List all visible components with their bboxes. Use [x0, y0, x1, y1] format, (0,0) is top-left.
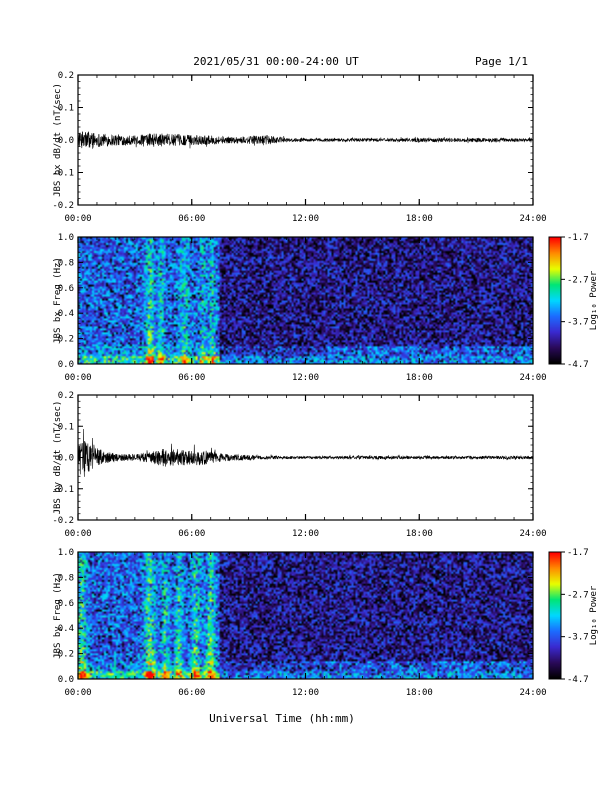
x-tick-label-3-3: 18:00 [406, 688, 433, 698]
x-tick-label-0-2: 12:00 [292, 214, 319, 224]
x-tick-label-2-3: 18:00 [406, 529, 433, 539]
colorbar-tick-label-3-0: -1.7 [567, 548, 589, 558]
colorbar-tick-label-3-2: -3.7 [567, 633, 589, 643]
x-tick-label-2-1: 06:00 [178, 529, 205, 539]
x-tick-label-3-0: 00:00 [64, 688, 91, 698]
y-tick-label-3-3: 0.4 [58, 624, 74, 634]
panel-3: 00:00 06:00 12:00 18:00 24:00 0.2 0.1 0.0 -0.1 -0… [52, 391, 546, 539]
x-tick-label-1-2: 12:00 [292, 373, 319, 383]
y-tick-label-1-1: 0.8 [58, 258, 74, 268]
panel-2: 00:00 06:00 12:00 18:00 24:00 1.0 0.8 0.6 0.4 0.2… [53, 233, 599, 383]
y-axis-label-3: JBS by Freq (Hz) [53, 572, 63, 659]
x-axis-label: Universal Time (hh:mm) [209, 712, 355, 725]
colorbar-tick-label-3-3: -4.7 [567, 675, 589, 685]
y-axis-label-2: JBS by dB/dt (nT/sec) [53, 401, 63, 515]
y-tick-label-0-2: 0.0 [58, 136, 74, 146]
colorbar-tick-label-1-3: -4.7 [567, 360, 589, 370]
x-tick-label-2-2: 12:00 [292, 529, 319, 539]
x-tick-label-0-1: 06:00 [178, 214, 205, 224]
y-tick-label-1-0: 1.0 [58, 233, 74, 243]
waveform-trace-2 [77, 428, 534, 477]
colorbar-3 [549, 552, 561, 679]
panels: 00:00 06:00 12:00 18:00 24:00 0.2 0.1 0.0 -0.1 -0… [52, 71, 599, 698]
colorbar-tick-label-1-2: -3.7 [567, 318, 589, 328]
colorbar-label-3: Log₁₀ Power [589, 585, 599, 645]
y-tick-label-1-4: 0.2 [58, 335, 74, 345]
y-tick-label-2-1: 0.1 [58, 422, 74, 432]
y-tick-label-0-1: 0.1 [58, 104, 74, 114]
x-tick-label-0-3: 18:00 [406, 214, 433, 224]
page-indicator: Page 1/1 [475, 55, 528, 68]
x-tick-label-3-2: 12:00 [292, 688, 319, 698]
y-tick-label-2-3: -0.1 [52, 485, 74, 495]
x-tick-label-1-4: 24:00 [519, 373, 546, 383]
y-tick-label-2-4: -0.2 [52, 516, 74, 526]
y-tick-label-0-0: 0.2 [58, 71, 74, 81]
x-tick-label-1-1: 06:00 [178, 373, 205, 383]
x-tick-label-2-4: 24:00 [519, 529, 546, 539]
figure-title: 2021/05/31 00:00-24:00 UT [193, 55, 359, 68]
y-tick-label-1-3: 0.4 [58, 309, 74, 319]
y-tick-label-3-5: 0.0 [58, 675, 74, 685]
waveform-trace-0 [77, 131, 534, 153]
colorbar-tick-label-1-1: -2.7 [567, 275, 589, 285]
y-tick-label-3-0: 1.0 [58, 548, 74, 558]
x-tick-label-1-0: 00:00 [64, 373, 91, 383]
y-tick-label-3-1: 0.8 [58, 573, 74, 583]
y-tick-label-1-2: 0.6 [58, 284, 74, 294]
colorbar-tick-label-1-0: -1.7 [567, 233, 589, 243]
panel-4: 00:00 06:00 12:00 18:00 24:00 1.0 0.8 0.6 0.4 0.2… [53, 548, 599, 698]
x-tick-label-0-4: 24:00 [519, 214, 546, 224]
y-tick-label-3-4: 0.2 [58, 650, 74, 660]
y-tick-label-2-2: 0.0 [58, 454, 74, 464]
x-tick-label-3-1: 06:00 [178, 688, 205, 698]
colorbar-1 [549, 237, 561, 364]
y-tick-label-3-2: 0.6 [58, 599, 74, 609]
spectrogram-image-1 [78, 237, 533, 364]
x-tick-label-0-0: 00:00 [64, 214, 91, 224]
y-tick-label-1-5: 0.0 [58, 360, 74, 370]
panel-1: 00:00 06:00 12:00 18:00 24:00 0.2 0.1 0.0 -0.1 -0… [52, 71, 546, 224]
x-tick-label-2-0: 00:00 [64, 529, 91, 539]
colorbar-tick-label-3-1: -2.7 [567, 590, 589, 600]
y-tick-label-0-3: -0.1 [52, 169, 74, 179]
spectrogram-image-3 [78, 552, 533, 679]
y-tick-label-2-0: 0.2 [58, 391, 74, 401]
y-tick-label-0-4: -0.2 [52, 201, 74, 211]
y-axis-label-0: JBS bx dB/dt (nT/sec) [53, 83, 63, 197]
colorbar-label-1: Log₁₀ Power [589, 270, 599, 330]
x-tick-label-1-3: 18:00 [406, 373, 433, 383]
y-axis-label-1: JBS bx Freq (Hz) [53, 257, 63, 344]
x-tick-label-3-4: 24:00 [519, 688, 546, 698]
